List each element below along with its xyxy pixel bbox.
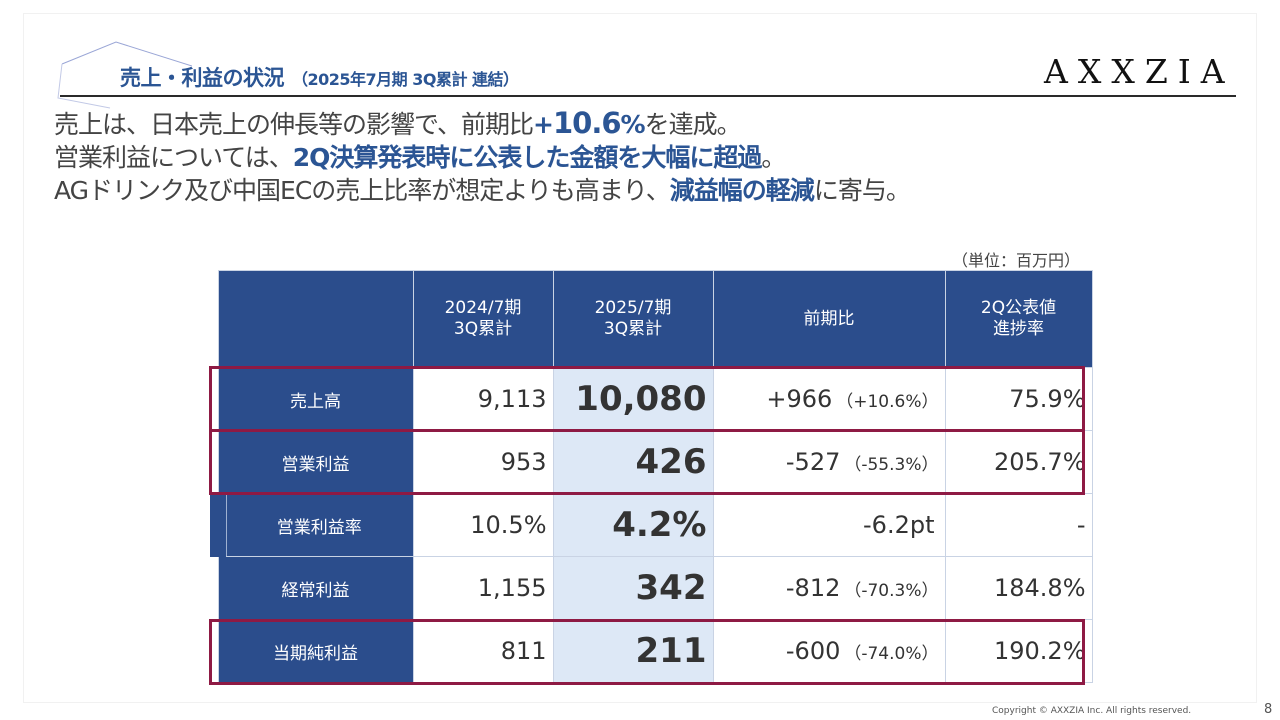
prev-value: 811	[412, 619, 554, 683]
summary-text: 売上は、日本売上の伸長等の影響で、前期比+10.6%を達成。 営業利益については…	[54, 106, 911, 207]
table-row-operating-margin: 営業利益率 10.5% 4.2% -6.2pt -	[210, 493, 1093, 557]
header-blank	[217, 270, 414, 368]
row-label: 営業利益率	[210, 493, 414, 557]
unit-note: （単位：百万円）	[952, 251, 1081, 270]
current-value: 4.2%	[552, 493, 714, 557]
progress-value: 205.7%	[944, 430, 1093, 494]
header-divider	[60, 95, 1236, 97]
table-row-net-income: 当期純利益 811 211 -600 （-74.0%） 190.2%	[217, 619, 1093, 683]
copyright-notice: Copyright © AXXZIA Inc. All rights reser…	[992, 706, 1192, 716]
company-logo: AXXZIA	[1044, 52, 1235, 91]
current-value: 211	[552, 619, 714, 683]
summary-line-2: 営業利益については、2Q決算発表時に公表した金額を大幅に超過。	[54, 143, 786, 172]
header-yoy: 前期比	[712, 270, 946, 368]
yoy-value: -812 （-70.3%）	[712, 556, 946, 620]
prev-value: 10.5%	[412, 493, 554, 557]
header-prev-period: 2024/7期 3Q累計	[412, 270, 554, 368]
progress-value: 184.8%	[944, 556, 1093, 620]
current-value: 10,080	[552, 367, 714, 431]
prev-value: 953	[412, 430, 554, 494]
row-label: 経常利益	[217, 556, 414, 620]
progress-value: -	[944, 493, 1093, 557]
decorative-hexagon-outline	[57, 41, 192, 109]
page-number: 8	[1264, 702, 1273, 717]
financial-results-table: 2024/7期 3Q累計 2025/7期 3Q累計 前期比 2Q公表値 進捗率 売上高…	[210, 270, 1093, 683]
table-row-sales: 売上高 9,113 10,080 +966 （+10.6%） 75.9%	[217, 367, 1093, 431]
yoy-value: -6.2pt	[712, 493, 946, 557]
row-label: 当期純利益	[217, 619, 414, 683]
prev-value: 1,155	[412, 556, 554, 620]
row-label: 売上高	[217, 367, 414, 431]
current-value: 426	[552, 430, 714, 494]
title-period: （2025年7月期 3Q累計 連結）	[292, 70, 519, 89]
current-value: 342	[552, 556, 714, 620]
title-text: 売上・利益の状況	[120, 66, 285, 90]
summary-line-3: AGドリンク及び中国ECの売上比率が想定よりも高まり、減益幅の軽減に寄与。	[54, 176, 911, 205]
summary-line-1: 売上は、日本売上の伸長等の影響で、前期比+10.6%を達成。	[54, 106, 742, 140]
table-header-row: 2024/7期 3Q累計 2025/7期 3Q累計 前期比 2Q公表値 進捗率	[217, 270, 1093, 368]
yoy-value: -600 （-74.0%）	[712, 619, 946, 683]
progress-value: 75.9%	[944, 367, 1093, 431]
table-row-ordinary-profit: 経常利益 1,155 342 -812 （-70.3%） 184.8%	[217, 556, 1093, 620]
progress-value: 190.2%	[944, 619, 1093, 683]
table-row-operating-profit: 営業利益 953 426 -527 （-55.3%） 205.7%	[217, 430, 1093, 494]
header-progress: 2Q公表値 進捗率	[944, 270, 1093, 368]
yoy-value: +966 （+10.6%）	[712, 367, 946, 431]
yoy-value: -527 （-55.3%）	[712, 430, 946, 494]
header-current-period: 2025/7期 3Q累計	[552, 270, 714, 368]
prev-value: 9,113	[412, 367, 554, 431]
row-label: 営業利益	[217, 430, 414, 494]
slide-title: 売上・利益の状況 （2025年7月期 3Q累計 連結）	[120, 62, 519, 92]
